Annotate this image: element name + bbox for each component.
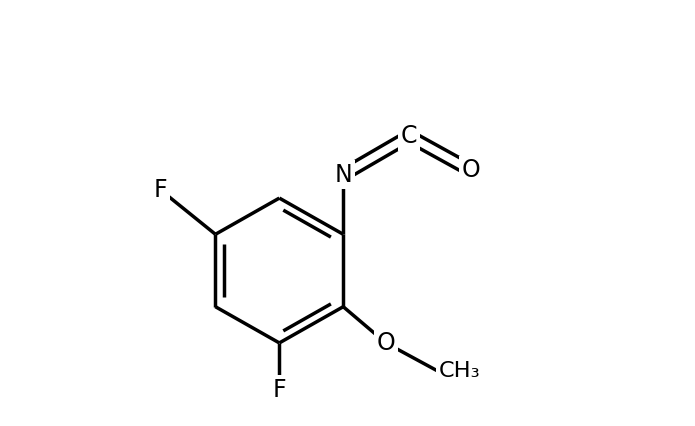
Text: CH₃: CH₃ [439,361,481,380]
Text: O: O [377,331,395,355]
Text: C: C [401,124,418,148]
Text: F: F [153,178,167,201]
Text: F: F [272,378,286,402]
Text: O: O [461,158,480,182]
Text: N: N [334,163,352,187]
